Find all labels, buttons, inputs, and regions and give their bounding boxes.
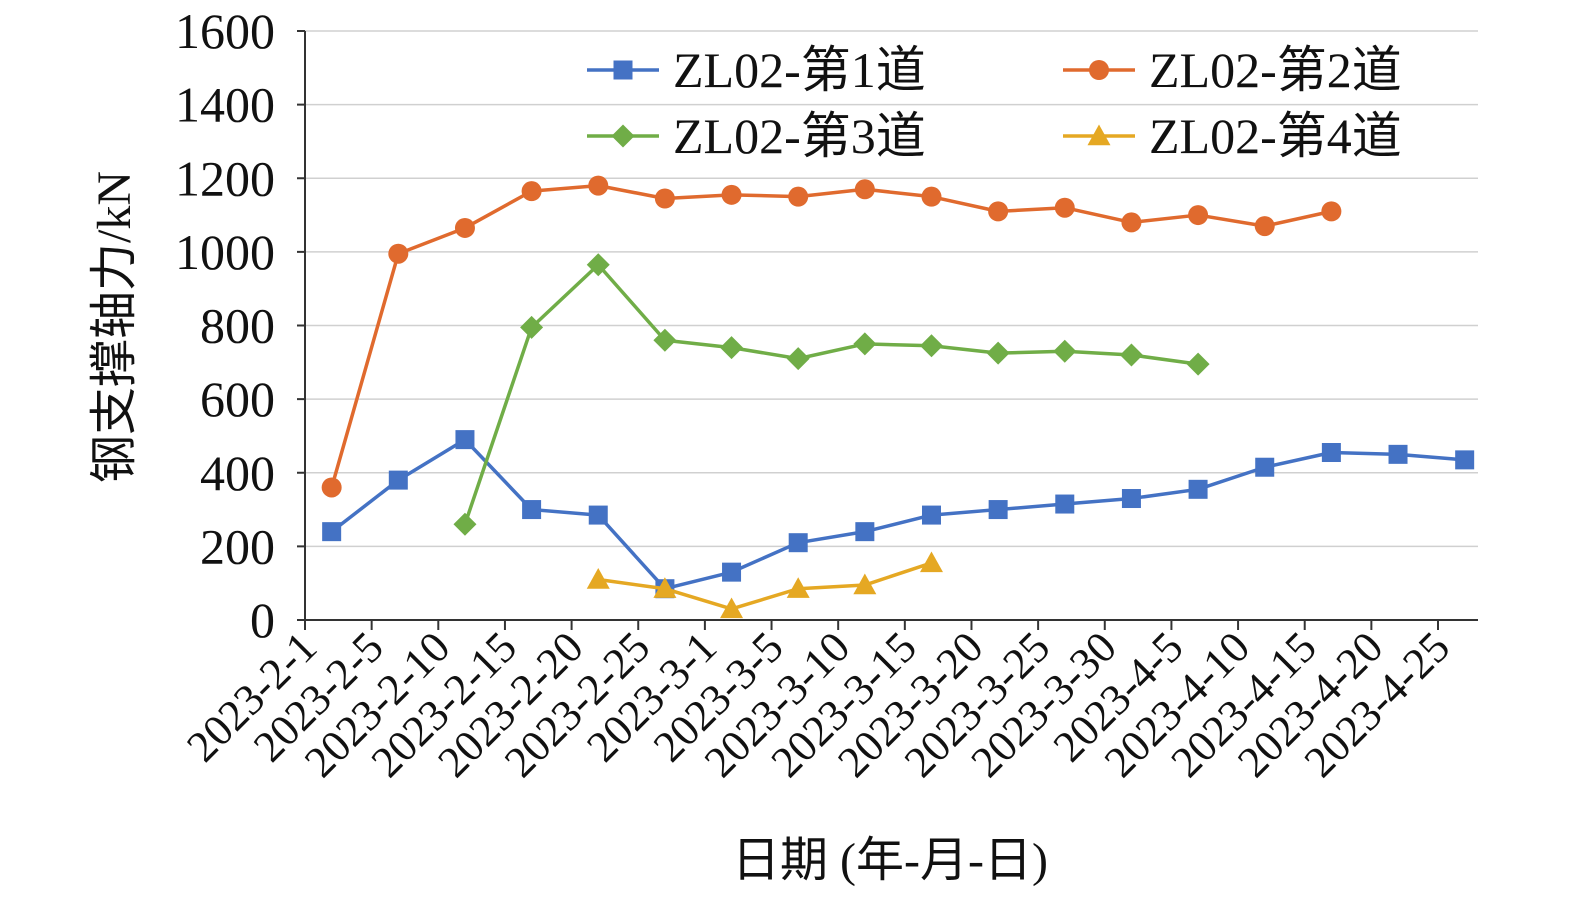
gridlines <box>305 30 1478 548</box>
data-point <box>1121 212 1142 233</box>
data-point <box>1321 201 1342 222</box>
data-point <box>1054 197 1075 218</box>
data-point <box>921 186 942 207</box>
legend-label: ZL02-第1道 <box>673 42 926 98</box>
data-point <box>919 334 943 358</box>
data-point <box>588 505 608 525</box>
series-2 <box>321 175 1342 498</box>
data-point <box>786 347 810 371</box>
legend-marker <box>1089 60 1109 80</box>
data-point <box>586 568 610 589</box>
data-point <box>1053 339 1077 363</box>
legend-label: ZL02-第4道 <box>1149 108 1402 164</box>
data-point <box>1388 444 1408 464</box>
legend-item: ZL02-第4道 <box>1063 108 1402 164</box>
data-point <box>455 430 475 450</box>
data-point <box>1455 450 1475 470</box>
y-tick-label: 1000 <box>175 224 275 280</box>
data-point <box>322 522 342 542</box>
data-point <box>1119 343 1143 367</box>
data-point <box>988 500 1008 520</box>
data-point <box>586 253 610 277</box>
series-4 <box>586 551 943 619</box>
data-point <box>788 186 809 207</box>
data-point <box>653 328 677 352</box>
y-tick-label: 1400 <box>175 77 275 133</box>
data-point <box>853 332 877 356</box>
data-point <box>653 577 677 598</box>
data-point <box>788 533 808 553</box>
data-point <box>453 512 477 536</box>
y-axis-title: 钢支撑轴力/kN <box>88 171 141 483</box>
series-3 <box>453 253 1210 536</box>
y-tick-label: 400 <box>200 445 275 501</box>
series-group <box>321 175 1475 619</box>
data-point <box>1255 457 1275 477</box>
data-point <box>1188 479 1208 499</box>
data-point <box>454 217 475 238</box>
legend-marker <box>1087 124 1111 146</box>
data-point <box>521 181 542 202</box>
series-1 <box>322 430 1475 599</box>
x-axis-title: 日期 (年-月-日) <box>732 834 1048 887</box>
data-point <box>1055 494 1075 514</box>
data-point <box>321 477 342 498</box>
data-point <box>388 243 409 264</box>
y-tick-label: 600 <box>200 371 275 427</box>
y-tick-label: 1600 <box>175 3 275 59</box>
legend-label: ZL02-第2道 <box>1149 42 1402 98</box>
data-point <box>721 184 742 205</box>
data-point <box>853 573 877 595</box>
data-point <box>722 562 742 582</box>
data-point <box>855 522 875 542</box>
series-line <box>463 263 1199 525</box>
data-point <box>986 341 1010 365</box>
data-point <box>522 500 542 520</box>
data-point <box>921 505 941 525</box>
legend-marker <box>613 60 633 80</box>
data-point <box>520 315 544 339</box>
data-point <box>919 551 943 573</box>
series-line <box>329 183 1332 488</box>
y-tick-label: 0 <box>250 592 275 648</box>
legend-item: ZL02-第1道 <box>587 42 926 98</box>
legend: ZL02-第1道 ZL02-第2道 ZL02-第3道 ZL02-第4道 <box>587 42 1402 164</box>
data-point <box>1254 216 1275 237</box>
data-point <box>388 470 408 490</box>
y-tick-label: 1200 <box>175 150 275 206</box>
data-point <box>654 188 675 209</box>
y-tick-label: 800 <box>200 298 275 354</box>
data-point <box>786 577 810 598</box>
y-tick-label: 200 <box>200 518 275 574</box>
legend-marker <box>611 124 635 148</box>
data-point <box>588 175 609 196</box>
data-point <box>988 201 1009 222</box>
legend-label: ZL02-第3道 <box>673 108 926 164</box>
series-line <box>598 561 933 611</box>
data-point <box>1121 489 1141 509</box>
series-line <box>330 437 1465 591</box>
data-point <box>854 179 875 200</box>
data-point <box>1321 443 1341 463</box>
legend-item: ZL02-第3道 <box>587 108 926 164</box>
data-point <box>1188 205 1209 226</box>
data-point <box>720 597 744 619</box>
data-point <box>720 336 744 360</box>
data-point <box>1186 352 1210 376</box>
legend-item: ZL02-第2道 <box>1063 42 1402 98</box>
